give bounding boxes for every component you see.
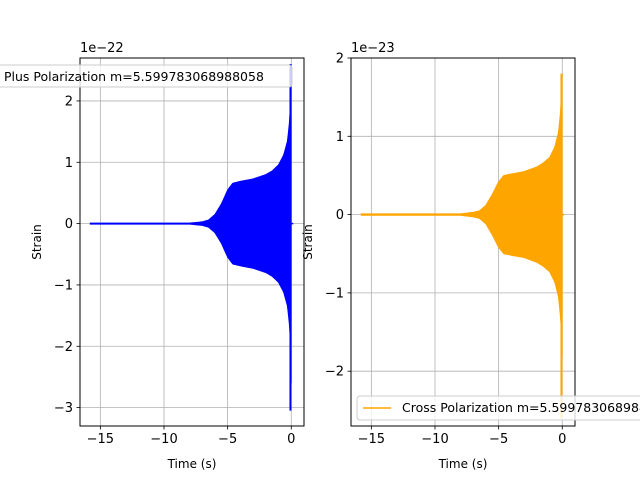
plus-y-tick-label-2: −1 — [54, 278, 73, 293]
cross-y-tick-label-4: 2 — [336, 52, 344, 67]
plus-x-tick-label-3: 0 — [287, 432, 295, 447]
cross-legend-box — [356, 395, 640, 421]
cross-y-tick-label-3: 1 — [336, 130, 344, 145]
plus-y-tick-label-5: 2 — [65, 94, 73, 109]
plus-legend-box — [0, 64, 293, 88]
plus-legend: Plus Polarization m=5.599783068988058 — [0, 64, 293, 88]
cross-legend-label: Cross Polarization m=5.599783068988058 — [402, 400, 640, 415]
cross-x-axis-label: Time (s) — [438, 457, 488, 471]
plus-axes-frame — [79, 57, 305, 427]
cross-y-tick-label-0: −2 — [325, 365, 344, 380]
plus-y-axis-label: Strain — [30, 224, 44, 260]
plus-x-axis-label: Time (s) — [167, 457, 217, 471]
cross-x-tick-label-0: −15 — [358, 432, 385, 447]
plus-offset-text: 1e−22 — [80, 41, 124, 56]
cross-axes-frame — [350, 57, 576, 427]
plus-y-tick-label-0: −3 — [54, 401, 73, 416]
cross-x-tick-label-2: −5 — [489, 432, 508, 447]
cross-waveform — [360, 73, 565, 419]
plus-x-tick-label-1: −10 — [150, 432, 177, 447]
cross-y-tick-label-1: −1 — [325, 286, 344, 301]
plus-x-tick-label-0: −15 — [87, 432, 114, 447]
cross-y-tick-label-2: 0 — [336, 208, 344, 223]
plus-legend-label: Plus Polarization m=5.599783068988058 — [4, 69, 264, 84]
cross-legend: Cross Polarization m=5.599783068988058 — [356, 395, 640, 421]
plus-y-tick-label-1: −2 — [54, 340, 73, 355]
plus-x-tick-label-2: −5 — [218, 432, 237, 447]
cross-x-tick-label-1: −10 — [421, 432, 448, 447]
cross-x-tick-label-3: 0 — [558, 432, 566, 447]
plus-y-tick-label-3: 0 — [65, 217, 73, 232]
cross-y-axis-label: Strain — [301, 224, 315, 260]
plus-waveform — [89, 64, 294, 411]
cross-offset-text: 1e−23 — [351, 41, 395, 56]
plus-y-tick-label-4: 1 — [65, 156, 73, 171]
